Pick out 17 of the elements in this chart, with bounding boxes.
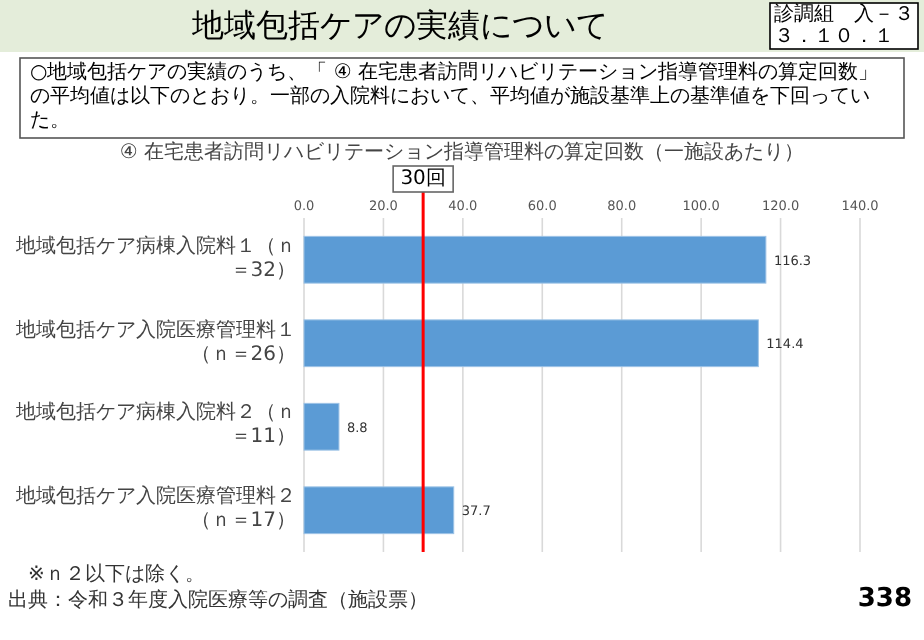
bar	[303, 235, 767, 284]
subtitle: ④ 在宅患者訪問リハビリテーション指導管理料の算定回数（一施設あたり）	[117, 142, 807, 166]
y-tick-label: 地域包括ケア病棟入院料１（ｎ＝32）	[14, 233, 296, 286]
bar	[303, 319, 759, 368]
ref-line-label: 30回	[393, 166, 454, 192]
bar	[303, 402, 340, 451]
text: 338	[857, 584, 912, 614]
source-note: 出典：令和３年度入院医療等の調査（施設票）	[8, 590, 428, 614]
text: 診調組 入－３	[774, 4, 914, 26]
y-tick-label: 地域包括ケア病棟入院料２（ｎ＝11）	[14, 399, 296, 453]
y-tick-label: 地域包括ケア入院医療管理料１（ｎ＝26）	[14, 317, 296, 370]
text: ※ｎ２以下は除く。	[28, 564, 205, 588]
title: 地域包括ケアの実績について	[190, 6, 610, 46]
y-tick-label: 地域包括ケア入院医療管理料２（ｎ＝17）	[14, 483, 296, 537]
text: ３．１０．１	[774, 26, 896, 48]
text: ○地域包括ケアの実績のうち、「 ④ 在宅患者訪問リハビリテーション指導管理料の算定回数」の平均値は以下のとおり。一部の入院料において、平均値が施設基準上の基準値を下回っていた。	[30, 62, 881, 134]
bar	[303, 486, 455, 535]
